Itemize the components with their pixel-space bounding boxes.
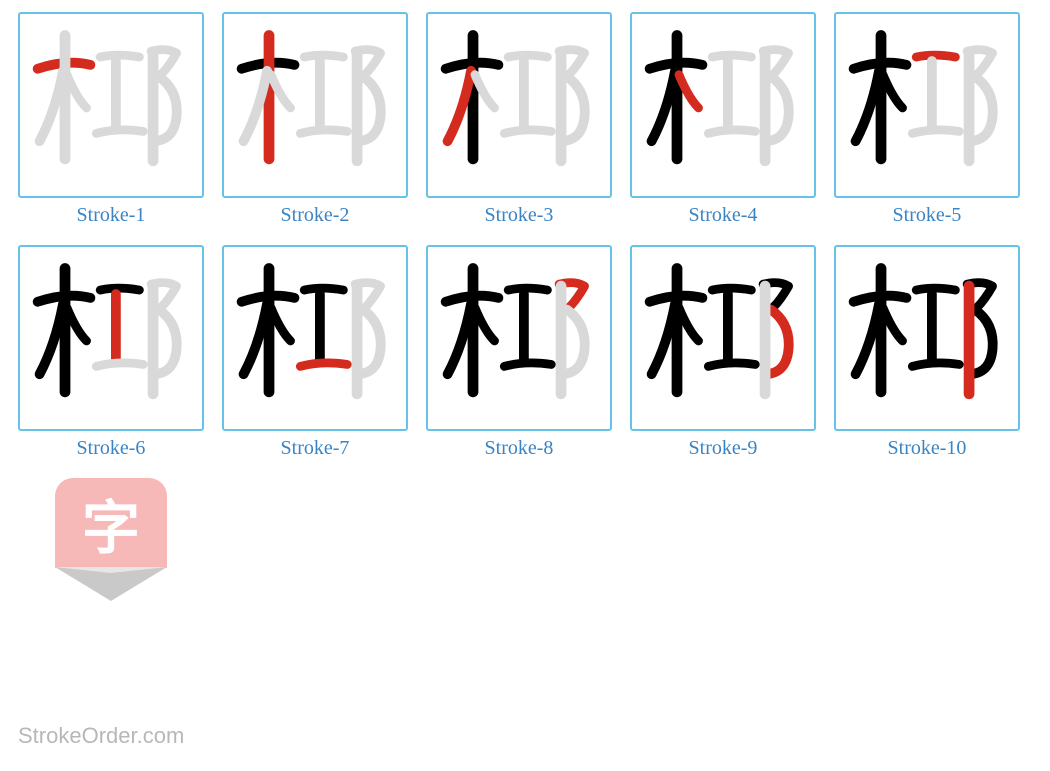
stroke-caption: Stroke-5 [893, 204, 962, 227]
stroke-cell-10: Stroke-10 [834, 245, 1020, 460]
stroke-cell-5: Stroke-5 [834, 12, 1020, 227]
stroke-caption: Stroke-4 [689, 204, 758, 227]
stroke-caption: Stroke-10 [888, 437, 967, 460]
watermark: StrokeOrder.com [18, 723, 184, 749]
stroke-caption: Stroke-9 [689, 437, 758, 460]
stroke-caption: Stroke-6 [77, 437, 146, 460]
stroke-cell-3: Stroke-3 [426, 12, 612, 227]
stroke-cell-7: Stroke-7 [222, 245, 408, 460]
stroke-cell-9: Stroke-9 [630, 245, 816, 460]
stroke-caption: Stroke-1 [77, 204, 146, 227]
stroke-cell-1: Stroke-1 [18, 12, 204, 227]
stroke-caption: Stroke-8 [485, 437, 554, 460]
stroke-caption: Stroke-2 [281, 204, 350, 227]
stroke-caption: Stroke-3 [485, 204, 554, 227]
logo-top: 字 [55, 478, 167, 568]
stroke-frame [222, 12, 408, 198]
stroke-grid: Stroke-1 Stroke-2 Stroke-3 Stroke-4 Stroke-5… [18, 12, 1032, 604]
logo-cell: 字 [18, 478, 204, 604]
stroke-frame [426, 245, 612, 431]
stroke-cell-8: Stroke-8 [426, 245, 612, 460]
stroke-cell-4: Stroke-4 [630, 12, 816, 227]
site-logo: 字 [55, 478, 167, 604]
stroke-frame [630, 12, 816, 198]
stroke-frame [834, 245, 1020, 431]
stroke-cell-6: Stroke-6 [18, 245, 204, 460]
stroke-caption: Stroke-7 [281, 437, 350, 460]
stroke-frame [18, 12, 204, 198]
logo-pencil-tip [55, 567, 167, 601]
stroke-frame [426, 12, 612, 198]
stroke-frame [222, 245, 408, 431]
stroke-frame [834, 12, 1020, 198]
stroke-cell-2: Stroke-2 [222, 12, 408, 227]
logo-character: 字 [82, 481, 140, 565]
stroke-frame [18, 245, 204, 431]
stroke-frame [630, 245, 816, 431]
